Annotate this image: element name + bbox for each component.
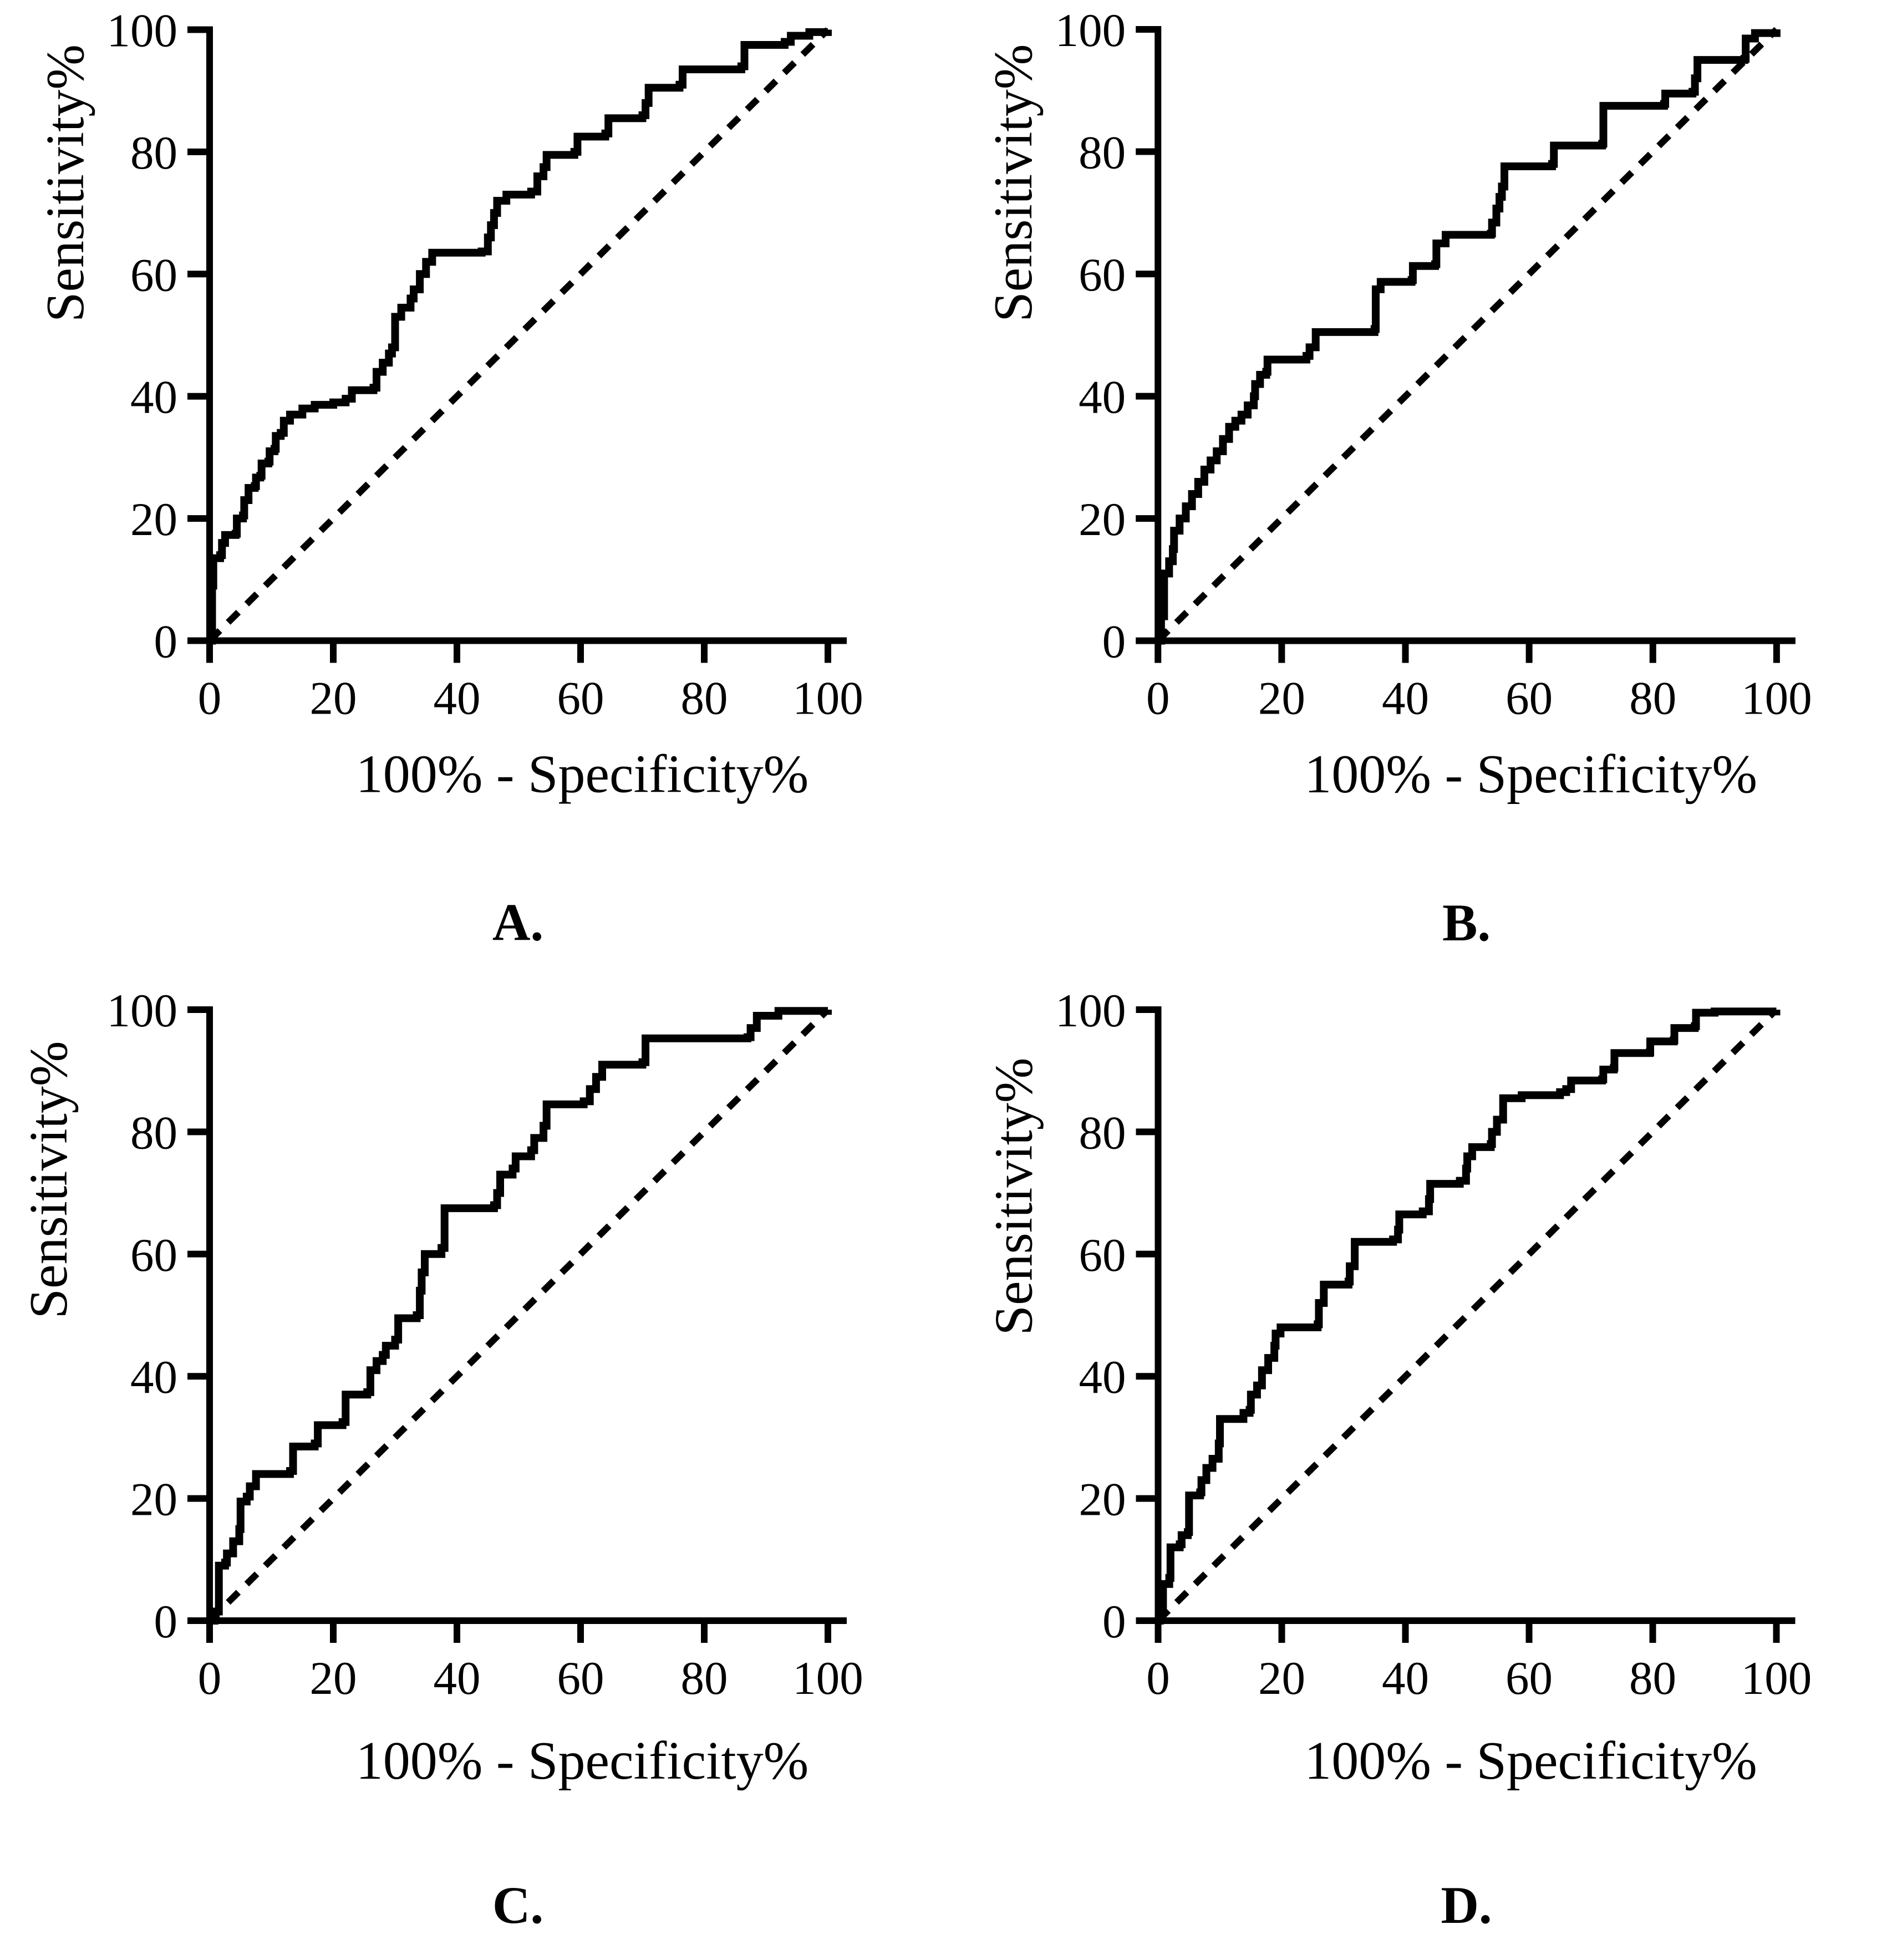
chance-diagonal [1156, 1007, 1779, 1623]
y-tick-label: 60 [1079, 1229, 1126, 1281]
y-tick-label: 0 [154, 1596, 178, 1648]
y-tick-label: 20 [130, 493, 177, 546]
y-tick-label: 100 [1055, 4, 1126, 57]
y-tick-label: 40 [1079, 371, 1126, 424]
roc-curve [1156, 1007, 1781, 1625]
panel-d: 0 20 40 60 80 100 0 20 40 60 80 100 Sensitivity% 10… [948, 980, 1897, 1960]
panel-letter: A. [492, 893, 543, 952]
y-tick-label: 0 [1102, 616, 1126, 668]
x-tick-label: 20 [310, 1652, 357, 1704]
x-tick-label: 0 [1146, 673, 1170, 725]
x-tick-label: 80 [1629, 673, 1676, 725]
y-tick-label: 40 [130, 1351, 177, 1403]
y-tick-label: 100 [107, 5, 178, 57]
chance-diagonal [207, 27, 831, 643]
y-tick-label: 40 [1079, 1351, 1126, 1403]
y-axis-title: Sensitivity% [35, 44, 95, 322]
roc-chart-d: 0 20 40 60 80 100 0 20 40 60 80 100 Sensitivity% 10… [984, 985, 1812, 1934]
x-tick-label: 40 [1382, 1652, 1429, 1704]
panel-a: 0 20 40 60 80 100 0 20 40 60 80 100 Sensitivity% 10… [0, 0, 948, 980]
y-tick-label: 100 [107, 985, 178, 1037]
x-tick-label: 100 [792, 1652, 863, 1704]
y-tick-label: 40 [130, 371, 177, 424]
y-tick-label: 80 [130, 1107, 177, 1159]
y-tick-label: 60 [1079, 249, 1126, 301]
panel-b: 0 20 40 60 80 100 0 20 40 60 80 100 Sensitivity% 10… [948, 0, 1897, 980]
y-axis-title: Sensitivity% [984, 44, 1044, 322]
x-tick-label: 0 [198, 673, 222, 725]
x-tick-label: 80 [1629, 1652, 1676, 1704]
x-tick-label: 100 [1741, 1652, 1812, 1704]
roc-curve [1157, 29, 1781, 645]
x-tick-label: 20 [1258, 673, 1305, 725]
y-tick-label: 80 [1079, 1107, 1126, 1159]
x-tick-label: 60 [1506, 673, 1553, 725]
y-tick-label: 100 [1055, 985, 1126, 1037]
y-axis-title: Sensitivity% [984, 1058, 1044, 1336]
chance-diagonal [1156, 27, 1779, 643]
axes: 0 20 40 60 80 100 0 20 40 60 80 100 [107, 5, 863, 725]
x-tick-label: 20 [1258, 1652, 1305, 1704]
panel-letter: C. [492, 1876, 543, 1934]
roc-curve [208, 28, 832, 645]
y-tick-label: 80 [130, 127, 177, 179]
x-tick-label: 100 [792, 673, 863, 725]
y-tick-label: 20 [1079, 1474, 1126, 1526]
roc-chart-a: 0 20 40 60 80 100 0 20 40 60 80 100 Sensitivity% 10… [35, 5, 863, 952]
y-tick-label: 20 [1079, 493, 1126, 546]
x-axis-title: 100% - Specificity% [1304, 1731, 1757, 1791]
roc-chart-c: 0 20 40 60 80 100 0 20 40 60 80 100 Sensitivity% 10… [19, 985, 863, 1934]
axes: 0 20 40 60 80 100 0 20 40 60 80 100 [107, 985, 863, 1704]
x-tick-label: 60 [1506, 1652, 1553, 1704]
x-tick-label: 80 [681, 1652, 728, 1704]
panel-c: 0 20 40 60 80 100 0 20 40 60 80 100 Sensitivity% 10… [0, 980, 948, 1960]
panel-letter: D. [1441, 1876, 1492, 1934]
x-tick-label: 40 [1382, 673, 1429, 725]
y-tick-label: 60 [130, 1229, 177, 1281]
y-tick-label: 60 [130, 249, 177, 301]
x-axis-title: 100% - Specificity% [1304, 745, 1757, 805]
x-tick-label: 60 [557, 1652, 604, 1704]
y-tick-label: 80 [1079, 127, 1126, 179]
roc-curve [210, 1007, 832, 1625]
x-axis-title: 100% - Specificity% [356, 1731, 808, 1791]
x-tick-label: 60 [557, 673, 604, 725]
roc-chart-b: 0 20 40 60 80 100 0 20 40 60 80 100 Sensitivity% 10… [984, 4, 1812, 952]
y-tick-label: 0 [154, 616, 178, 668]
x-axis-title: 100% - Specificity% [356, 745, 808, 805]
axes: 0 20 40 60 80 100 0 20 40 60 80 100 [1055, 4, 1812, 725]
x-tick-label: 0 [1146, 1652, 1170, 1704]
y-tick-label: 0 [1102, 1596, 1126, 1648]
axes: 0 20 40 60 80 100 0 20 40 60 80 100 [1055, 985, 1812, 1704]
y-tick-label: 20 [130, 1474, 177, 1526]
y-axis-title: Sensitivity% [19, 1041, 79, 1319]
x-tick-label: 100 [1741, 673, 1812, 725]
x-tick-label: 20 [310, 673, 357, 725]
chance-diagonal [207, 1007, 831, 1623]
x-tick-label: 40 [434, 673, 481, 725]
x-tick-label: 80 [681, 673, 728, 725]
x-tick-label: 0 [198, 1652, 222, 1704]
x-tick-label: 40 [434, 1652, 481, 1704]
panel-letter: B. [1442, 893, 1491, 952]
